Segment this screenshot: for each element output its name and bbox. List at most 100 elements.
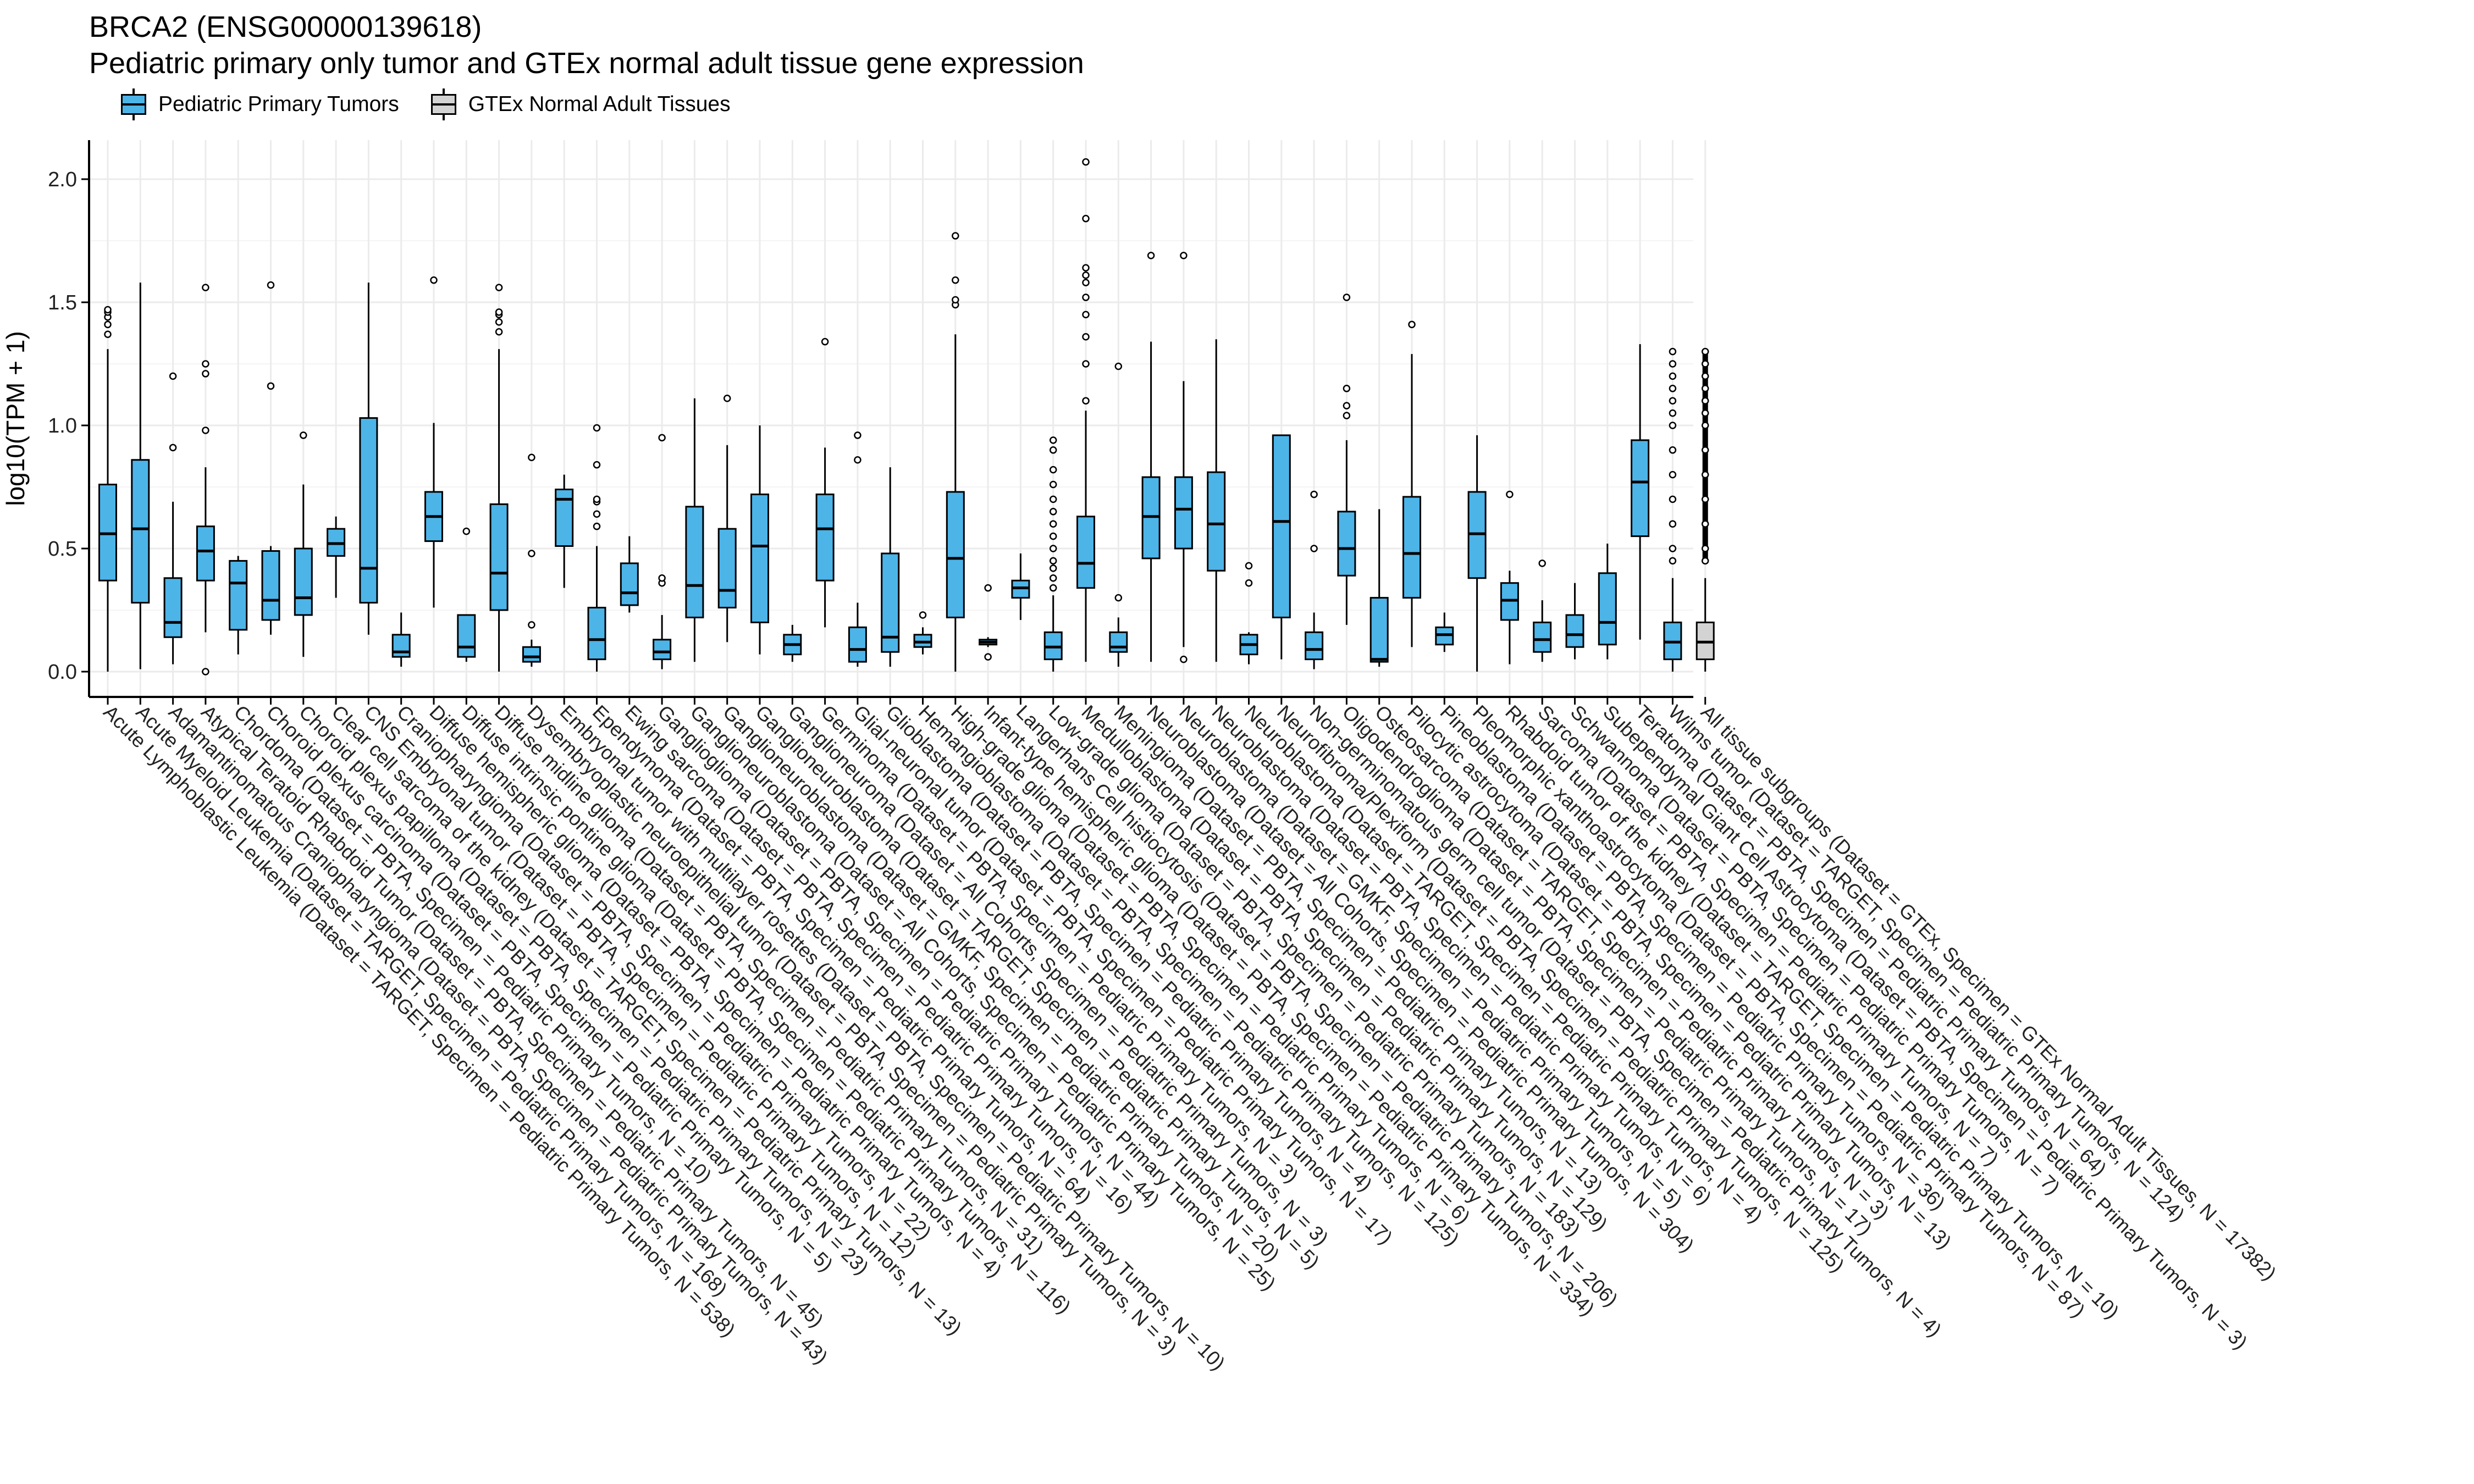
y-axis-title: log10(TPM + 1) — [1, 331, 30, 506]
outlier-point — [1082, 360, 1090, 368]
iqr-box — [717, 528, 737, 609]
outlier-point — [723, 394, 731, 402]
iqr-box — [1272, 434, 1291, 618]
y-tick-label: 2.0 — [48, 168, 77, 191]
outlier-point — [1049, 436, 1057, 444]
outlier-point — [495, 318, 503, 326]
iqr-box — [587, 607, 606, 661]
outlier-point — [854, 431, 862, 439]
iqr-box — [750, 493, 769, 623]
box-tumor-10 — [391, 612, 411, 667]
iqr-box — [1337, 511, 1356, 577]
outlier-point — [1180, 252, 1188, 259]
outlier-point — [1669, 360, 1677, 368]
outlier-point — [984, 653, 992, 661]
legend-label-tumor: Pediatric Primary Tumors — [158, 92, 399, 116]
outlier-point — [593, 495, 601, 503]
outlier-point — [1669, 385, 1677, 392]
box-tumor-9 — [359, 283, 378, 635]
box-tumor-27 — [946, 232, 965, 672]
legend-label-gtex: GTEx Normal Adult Tissues — [468, 92, 731, 116]
outlier-point — [1082, 158, 1090, 166]
outlier-point — [1082, 264, 1090, 272]
box-tumor-41 — [1402, 320, 1421, 647]
outlier-point — [462, 527, 471, 535]
outlier-point — [495, 308, 503, 316]
box-tumor-38 — [1305, 490, 1324, 669]
iqr-box — [294, 547, 313, 616]
box-tumor-22 — [783, 624, 802, 662]
outlier-point — [495, 284, 503, 291]
outlier-point — [1310, 490, 1318, 499]
box-tumor-2 — [131, 283, 150, 669]
outlier-point — [1082, 311, 1090, 319]
iqr-box — [815, 493, 835, 582]
outlier-point — [1669, 347, 1677, 356]
outlier-point — [1082, 271, 1090, 279]
box-tumor-1 — [98, 306, 117, 672]
outlier-point — [658, 434, 666, 442]
iqr-box — [489, 503, 509, 611]
outlier-point — [202, 370, 209, 378]
box-tumor-4 — [196, 284, 215, 675]
box-tumor-23 — [815, 337, 835, 628]
outlier-band — [1702, 351, 1708, 561]
box-tumor-42 — [1435, 612, 1454, 652]
box-tumor-44 — [1500, 490, 1519, 665]
outlier-point — [1701, 409, 1709, 417]
box-tumor-28 — [979, 584, 998, 661]
iqr-box — [1533, 621, 1552, 653]
box-tumor-7 — [294, 431, 313, 657]
iqr-box — [1631, 439, 1650, 538]
iqr-box — [1598, 572, 1617, 646]
outlier-point — [528, 621, 535, 629]
box-tumor-11 — [424, 276, 443, 608]
outlier-point — [1049, 466, 1057, 474]
outlier-point — [1180, 655, 1188, 663]
outlier-point — [952, 296, 959, 304]
outlier-point — [1343, 294, 1351, 301]
iqr-box — [131, 459, 150, 604]
outlier-point — [1114, 362, 1123, 370]
iqr-box — [391, 634, 411, 658]
iqr-box — [685, 506, 704, 618]
outlier-point — [1669, 470, 1677, 479]
box-tumor-30 — [1043, 436, 1063, 672]
outlier-point — [1538, 560, 1546, 567]
outlier-point — [1701, 470, 1709, 479]
legend-item-gtex: GTEx Normal Adult Tissues — [430, 88, 731, 120]
outlier-point — [1408, 320, 1416, 329]
box-tumor-29 — [1011, 553, 1030, 620]
box-tumor-46 — [1565, 583, 1584, 660]
box-tumor-33 — [1141, 252, 1161, 662]
outlier-point — [1343, 412, 1351, 419]
outlier-point — [952, 276, 959, 284]
iqr-box — [1109, 631, 1128, 653]
outlier-point — [658, 574, 666, 582]
box-tumor-40 — [1369, 509, 1389, 667]
outlier-point — [952, 232, 959, 240]
box-tumor-49 — [1663, 347, 1682, 672]
outlier-point — [169, 372, 177, 380]
outlier-point — [1082, 279, 1090, 286]
outlier-point — [1049, 584, 1057, 592]
box-tumor-24 — [848, 431, 867, 667]
legend-item-tumor: Pediatric Primary Tumors — [121, 88, 399, 120]
box-tumor-15 — [555, 474, 574, 588]
iqr-box — [848, 626, 867, 663]
iqr-box — [163, 577, 183, 638]
legend-key-gtex — [430, 88, 456, 120]
outlier-point — [267, 281, 275, 289]
outlier-point — [821, 337, 829, 346]
box-tumor-19 — [685, 398, 704, 662]
outlier-point — [1701, 495, 1709, 503]
box-tumor-48 — [1631, 344, 1650, 640]
box-tumor-37 — [1272, 434, 1291, 660]
y-tick-label: 1.0 — [48, 414, 77, 438]
outlier-point — [1669, 446, 1677, 454]
box-tumor-17 — [620, 536, 639, 613]
iqr-box — [522, 646, 541, 663]
iqr-box — [457, 614, 476, 658]
outlier-point — [1701, 397, 1709, 405]
